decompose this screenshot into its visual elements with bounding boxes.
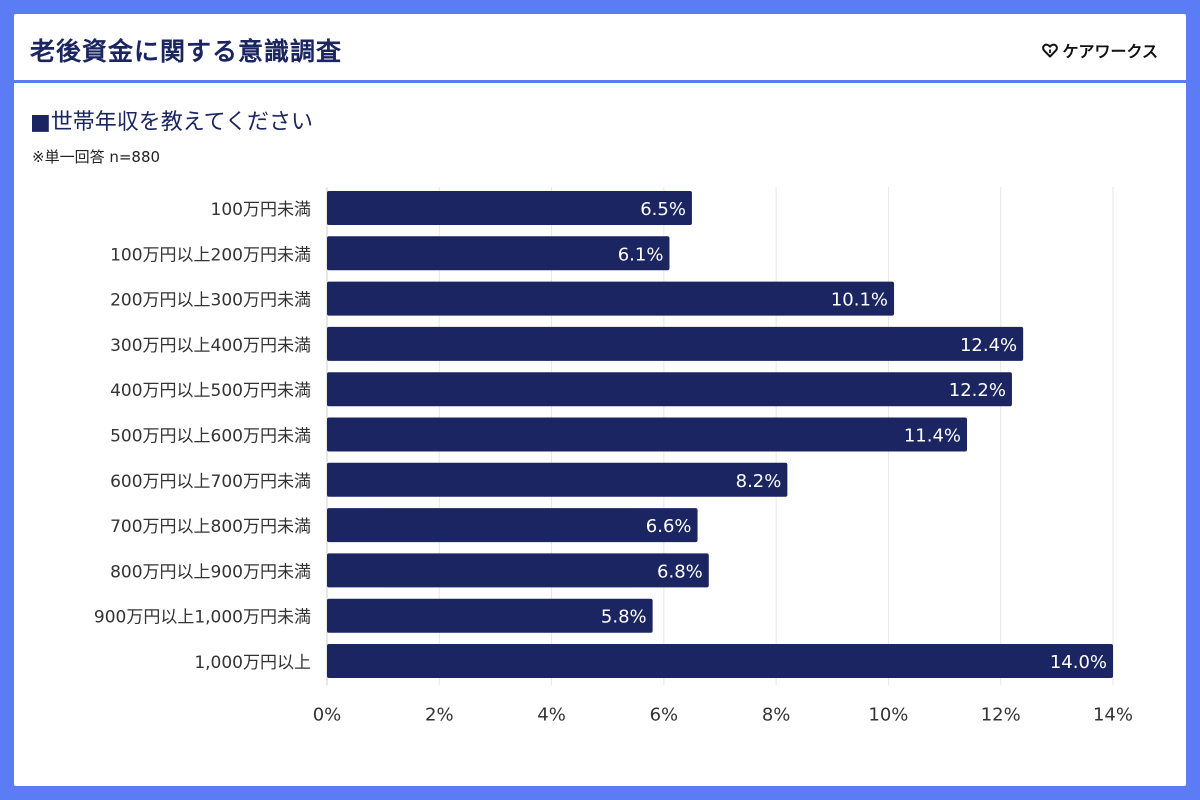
bar-chart: 6.5% 100万円未満 6.1% 100万円以上200万円未満 10.1% 200万円以… <box>94 187 1133 725</box>
heart-outline-icon <box>1042 43 1059 57</box>
bar-value-label: 8.2% <box>736 471 782 492</box>
question-text: ■世帯年収を教えてください <box>30 110 314 135</box>
chart-card: 老後資金に関する意識調査 ケアワークス ■世帯年収を教えてください ※単一回答 … <box>14 14 1186 786</box>
category-label: 200万円以上300万円未満 <box>110 291 311 311</box>
category-label: 600万円以上700万円未満 <box>110 472 311 492</box>
x-tick-label: 10% <box>868 704 908 725</box>
bar-2 <box>327 236 670 271</box>
category-label: 800万円以上900万円未満 <box>110 562 311 582</box>
category-label: 100万円以上200万円未満 <box>110 245 311 265</box>
brand-logo: ケアワークス <box>1042 38 1158 62</box>
x-tick-label: 4% <box>537 704 566 725</box>
bar-value-label: 6.8% <box>657 561 703 582</box>
category-label: 300万円以上400万円未満 <box>110 336 311 356</box>
bar-value-label: 5.8% <box>601 607 647 628</box>
bar-5 <box>327 372 1012 407</box>
bar-value-label: 12.2% <box>949 380 1006 401</box>
bar-8 <box>327 508 698 543</box>
bar-value-label: 6.1% <box>618 244 664 265</box>
bar-9 <box>327 553 709 588</box>
bar-11 <box>327 644 1113 678</box>
bar-1 <box>327 191 692 225</box>
bar-value-label: 10.1% <box>831 290 888 311</box>
x-tick-label: 2% <box>425 704 454 725</box>
category-label: 900万円以上1,000万円未満 <box>94 608 311 628</box>
bar-value-label: 6.6% <box>646 516 692 537</box>
category-label: 400万円以上500万円未満 <box>110 381 311 401</box>
category-label: 500万円以上600万円未満 <box>110 427 311 447</box>
category-label: 1,000万円以上 <box>194 653 311 673</box>
sample-note: ※単一回答 n=880 <box>32 148 161 166</box>
bar-value-label: 6.5% <box>640 199 686 220</box>
x-tick-label: 0% <box>313 704 342 725</box>
bar-value-label: 12.4% <box>960 335 1017 356</box>
brand-name: ケアワークス <box>1062 42 1158 61</box>
page-title: 老後資金に関する意識調査 <box>30 37 343 66</box>
bar-7 <box>327 462 788 497</box>
x-tick-label: 14% <box>1093 704 1133 725</box>
category-label: 100万円未満 <box>211 200 311 220</box>
category-label: 700万円以上800万円未満 <box>110 517 311 537</box>
header: 老後資金に関する意識調査 ケアワークス <box>14 14 1186 83</box>
x-tick-label: 12% <box>981 704 1021 725</box>
x-tick-label: 6% <box>650 704 679 725</box>
bar-6 <box>327 417 968 452</box>
bar-value-label: 14.0% <box>1050 652 1107 673</box>
bar-4 <box>327 326 1024 361</box>
bar-10 <box>327 598 653 633</box>
bar-3 <box>327 281 895 316</box>
x-tick-label: 8% <box>762 704 791 725</box>
bar-value-label: 11.4% <box>904 426 961 447</box>
